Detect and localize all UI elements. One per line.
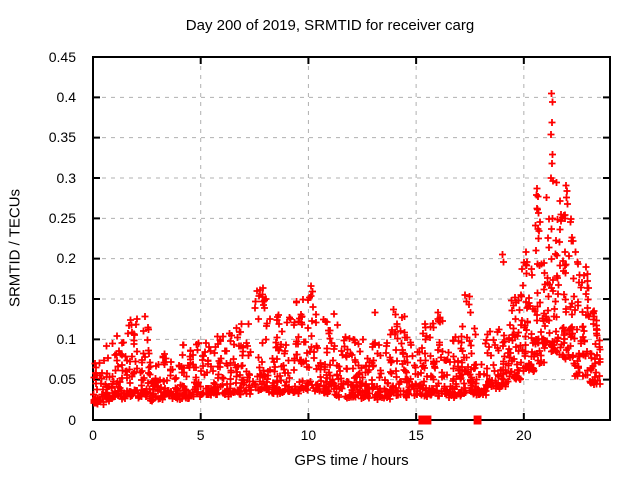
y-tick-label: 0.2 — [56, 250, 76, 267]
x-tick-label: 15 — [408, 427, 424, 443]
x-tick-label: 0 — [89, 427, 97, 443]
y-tick-label: 0.05 — [48, 371, 76, 388]
x-axis-label: GPS time / hours — [294, 452, 409, 469]
zero-run-marker — [418, 415, 432, 425]
zero-run-marker — [473, 415, 482, 425]
x-tick-label: 10 — [300, 427, 317, 443]
chart-title: Day 200 of 2019, SRMTID for receiver car… — [185, 17, 475, 34]
y-tick-label: 0.35 — [48, 129, 76, 146]
grid-lines — [93, 57, 610, 420]
y-tick-label: 0.25 — [48, 209, 76, 226]
x-tick-label: 20 — [516, 427, 532, 443]
y-tick-label: 0.3 — [56, 169, 76, 186]
x-tick-label: 5 — [196, 427, 205, 443]
y-tick-label: 0.45 — [48, 48, 76, 65]
y-tick-label: 0.15 — [48, 290, 76, 307]
plot-frame — [92, 56, 611, 421]
y-tick-label: 0.1 — [56, 330, 76, 347]
data-points — [90, 90, 604, 408]
y-tick-label: 0.4 — [56, 88, 76, 105]
y-tick-label: 0 — [68, 411, 76, 428]
